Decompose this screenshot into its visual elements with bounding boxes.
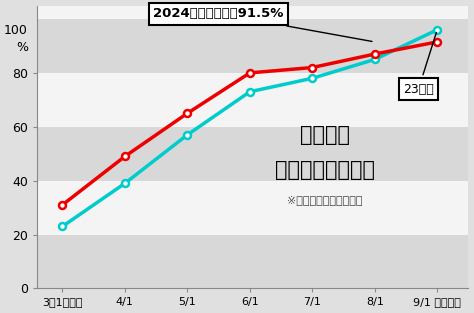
Text: 2024年卵業予定｜91.5%: 2024年卵業予定｜91.5% [154,7,372,41]
Text: 大学生の: 大学生の [300,125,350,145]
Bar [37,234,468,288]
Bar [37,181,468,234]
Text: %: % [16,41,28,54]
Bar [37,73,468,127]
Bar [37,0,468,19]
Bar [37,19,468,73]
Text: ※リクルート調査による: ※リクルート調査による [287,194,363,204]
Text: 100: 100 [4,24,28,38]
Text: 就職内定率の推移: 就職内定率の推移 [275,160,375,180]
Bar [37,127,468,181]
Text: 23年卵: 23年卵 [403,33,437,95]
